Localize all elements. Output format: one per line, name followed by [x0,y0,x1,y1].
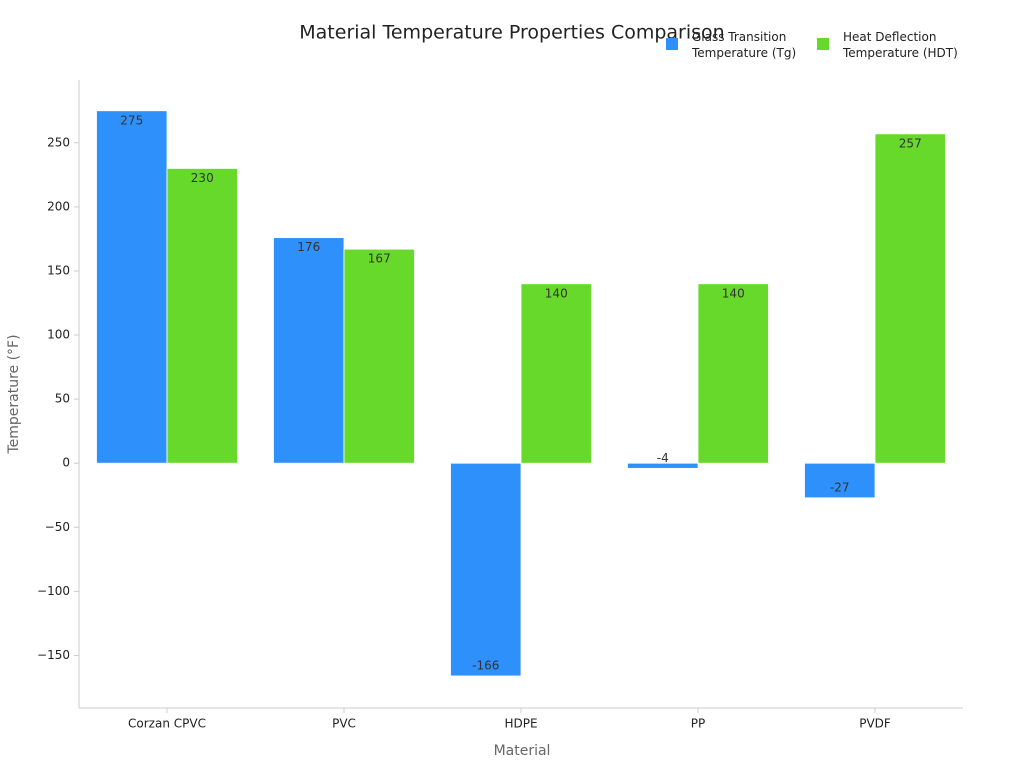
y-tick-label: 0 [62,456,70,470]
y-tick-label: −100 [37,584,70,598]
legend-swatch [666,38,678,50]
data-label: -27 [830,480,850,494]
x-axis-label: Material [494,743,551,759]
y-tick-label: 200 [47,199,70,213]
bar [804,462,876,499]
data-label: 176 [297,240,320,254]
bar [343,248,415,464]
data-label: 275 [120,113,143,127]
data-label: 257 [899,136,922,150]
y-tick-label: 50 [55,392,70,406]
chart-title: Material Temperature Properties Comparis… [299,22,724,44]
bar [166,168,238,464]
data-label: 140 [722,286,745,300]
x-tick-label: PP [691,717,705,731]
legend-item: Heat Deflection Temperature (HDT) [817,29,973,61]
bar [627,462,699,469]
legend-item: Glass Transition Temperature (Tg) [666,29,822,61]
legend-swatch [817,38,829,50]
bar [520,283,592,464]
data-label: 167 [368,252,391,266]
bar [273,237,345,464]
y-tick-label: −150 [37,648,70,662]
legend-label: Heat Deflection Temperature (HDT) [843,30,958,60]
x-tick-label: PVC [332,717,356,731]
y-tick-label: −50 [45,520,70,534]
bar [697,283,769,464]
bar [96,110,168,464]
y-axis-label: Temperature (°F) [6,334,22,454]
x-tick-label: HDPE [504,717,537,731]
data-label: -166 [472,658,499,672]
legend-label: Glass Transition Temperature (Tg) [692,30,797,60]
bar [874,133,946,464]
bar [450,462,522,677]
y-tick-label: 100 [47,328,70,342]
data-label: 140 [545,286,568,300]
data-label: -4 [657,451,669,465]
x-tick-label: PVDF [859,717,891,731]
y-tick-label: 150 [47,263,70,277]
x-tick-label: Corzan CPVC [128,717,206,731]
y-tick-label: 250 [47,135,70,149]
data-label: 230 [191,171,214,185]
